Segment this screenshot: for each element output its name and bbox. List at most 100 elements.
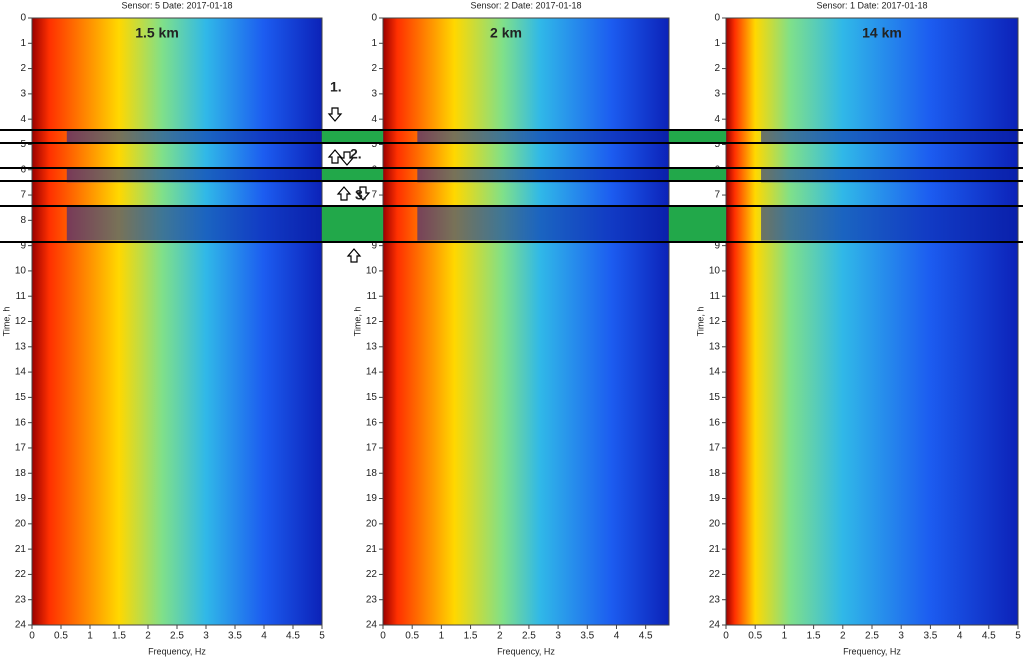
y-axis-label: Time, h [695,307,705,337]
y-tick-label: 13 [366,341,378,352]
x-tick-label: 3 [898,631,904,642]
x-axis-label: Frequency, Hz [843,646,901,656]
distance-label: 14 km [862,25,902,41]
y-tick-label: 1 [20,38,26,49]
y-tick-label: 13 [709,341,721,352]
y-tick-label: 11 [367,291,378,302]
y-tick-label: 2 [714,63,720,74]
y-tick-label: 0 [20,13,26,24]
x-tick-label: 4.5 [639,631,653,642]
dark-band [761,130,1018,144]
x-tick-label: 1.5 [807,631,821,642]
dark-band [417,167,669,183]
dark-band [761,205,1018,241]
y-axis-label: Time, h [1,307,11,337]
y-tick-label: 16 [709,417,721,428]
y-tick-label: 15 [366,392,378,403]
x-tick-label: 4 [261,631,267,642]
y-axis-label: Time, h [352,307,362,337]
y-tick-label: 10 [15,266,27,277]
y-tick-label: 21 [366,544,378,555]
dark-band [761,167,1018,183]
green-band [322,130,383,143]
y-tick-label: 21 [15,544,27,555]
y-tick-label: 9 [714,240,720,251]
x-tick-label: 1.5 [464,631,478,642]
y-tick-label: 10 [366,266,378,277]
y-tick-label: 22 [709,569,721,580]
x-tick-label: 5 [319,631,325,642]
x-tick-label: 0 [29,631,35,642]
spectrogram [32,18,322,625]
y-tick-label: 17 [366,443,378,454]
dark-band [417,205,669,241]
y-tick-label: 11 [16,291,27,302]
y-tick-label: 6 [20,164,26,175]
annotation-label: 3. [355,187,367,203]
x-tick-label: 2 [497,631,503,642]
spectrogram [726,18,1018,625]
distance-label: 1.5 km [135,25,179,41]
x-tick-label: 0.5 [748,631,762,642]
x-tick-label: 2.5 [522,631,536,642]
y-tick-label: 18 [366,468,378,479]
y-tick-label: 16 [15,417,27,428]
y-tick-label: 4 [714,114,720,125]
x-tick-label: 2.5 [865,631,879,642]
dark-band [417,130,669,144]
y-tick-label: 9 [371,240,377,251]
y-tick-label: 17 [709,443,721,454]
x-tick-label: 3.5 [923,631,937,642]
x-tick-label: 1.5 [112,631,126,642]
y-tick-label: 7 [20,190,26,201]
y-tick-label: 17 [15,443,27,454]
y-tick-label: 3 [371,89,377,100]
y-tick-label: 9 [20,240,26,251]
y-tick-label: 11 [710,291,721,302]
x-tick-label: 3.5 [580,631,594,642]
x-tick-label: 5 [1015,631,1021,642]
panel-title: Sensor: 5 Date: 2017-01-18 [121,0,232,10]
y-tick-label: 22 [366,569,378,580]
dark-band [66,167,322,183]
y-tick-label: 5 [371,139,377,150]
x-tick-label: 3.5 [228,631,242,642]
x-tick-label: 4.5 [982,631,996,642]
x-tick-label: 2 [840,631,846,642]
y-tick-label: 15 [709,392,721,403]
y-tick-label: 14 [366,367,378,378]
y-tick-label: 19 [15,493,27,504]
y-tick-label: 12 [366,316,378,327]
y-tick-label: 0 [371,13,377,24]
y-tick-label: 5 [20,139,26,150]
annotation-label: 2. [350,146,362,162]
x-tick-label: 2 [145,631,151,642]
spectrogram [383,18,669,625]
y-tick-label: 0 [714,13,720,24]
x-tick-label: 4 [957,631,963,642]
green-band [669,206,726,242]
y-tick-label: 2 [20,63,26,74]
x-tick-label: 2.5 [170,631,184,642]
x-tick-label: 1 [439,631,445,642]
x-tick-label: 0 [380,631,386,642]
green-band [322,168,383,181]
x-tick-label: 3 [555,631,561,642]
y-tick-label: 20 [366,518,378,529]
distance-label: 2 km [490,25,522,41]
y-tick-label: 18 [709,468,721,479]
x-tick-label: 0.5 [54,631,68,642]
green-band [669,130,726,143]
y-tick-label: 23 [709,594,721,605]
annotation-label: 1. [330,79,342,95]
y-tick-label: 24 [366,620,378,631]
y-tick-label: 16 [366,417,378,428]
y-tick-label: 18 [15,468,27,479]
y-tick-label: 21 [709,544,721,555]
y-tick-label: 7 [714,190,720,201]
y-tick-label: 2 [371,63,377,74]
x-tick-label: 4.5 [286,631,300,642]
y-tick-label: 1 [714,38,720,49]
y-tick-label: 5 [714,139,720,150]
